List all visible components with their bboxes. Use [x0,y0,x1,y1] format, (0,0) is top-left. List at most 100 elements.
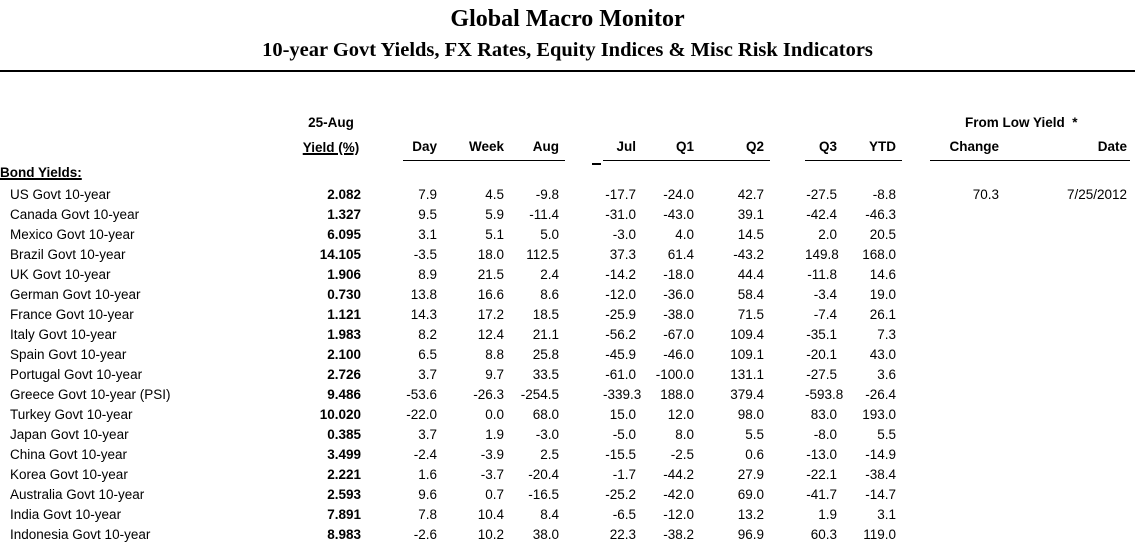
spacer-cell [565,524,603,544]
col-header-from-low-yield: From Low Yield * [965,114,1078,130]
spacer-cell [565,484,603,504]
spacer-cell [565,134,603,160]
table-row: France Govt 10-year 1.121 14.3 17.2 18.5… [0,304,1135,324]
cell-week: 18.0 [477,246,504,262]
spacer-cell [770,404,805,424]
spacer-cell [367,444,403,464]
spacer-cell [770,424,805,444]
spacer-cell [565,224,603,244]
cell-change [930,384,1005,404]
spacer-cell [1130,304,1135,324]
table-row: Canada Govt 10-year 1.327 9.5 5.9 -11.4 … [0,204,1135,224]
cell-ytd: 119.0 [863,526,896,542]
cell-ytd: 14.6 [869,266,896,282]
spacer-cell [1130,424,1135,444]
spacer-cell [902,344,930,364]
page-subtitle: 10-year Govt Yields, FX Rates, Equity In… [262,39,873,61]
cell-day: 9.6 [418,486,437,502]
col-header-jul: Jul [603,134,642,161]
cell-date [1005,464,1130,484]
cell-aug: -3.0 [535,426,559,442]
spacer-cell [1130,184,1135,204]
col-header-yield: Yield (%) [302,139,360,155]
spacer-cell [770,204,805,224]
bond-yields-table: 25-Aug From Low Yield * Yield (%) Day We… [0,110,1135,544]
spacer-cell [367,224,403,244]
cell-aug: 25.8 [532,346,559,362]
spacer-cell [902,284,930,304]
cell-week: 16.6 [477,286,504,302]
row-label: Greece Govt 10-year (PSI) [10,386,171,402]
cell-q2: 109.1 [730,346,764,362]
cell-week: 5.1 [485,226,504,242]
cell-change [930,264,1005,284]
spacer-cell [565,184,603,204]
cell-date [1005,444,1130,464]
spacer-cell [1130,134,1135,160]
cell-change [930,284,1005,304]
cell-ytd: 3.1 [877,506,896,522]
spacer-cell [770,384,805,404]
cell-aug: 18.5 [532,306,559,322]
cell-jul: -3.0 [612,226,636,242]
spacer-cell [367,110,403,134]
cell-q2: -43.2 [733,246,764,262]
cell-week: 12.4 [477,326,504,342]
cell-ytd: -26.4 [865,386,896,402]
spacer-cell [1130,204,1135,224]
cell-yield: 8.983 [327,526,361,542]
spacer-cell [367,264,403,284]
table-row: Australia Govt 10-year 2.593 9.6 0.7 -16… [0,484,1135,504]
cell-day: 8.2 [418,326,437,342]
cell-day: 1.6 [418,466,437,482]
spacer-cell [902,524,930,544]
cell-ytd: 3.6 [877,366,896,382]
cell-q1: -24.0 [663,186,694,202]
cell-yield: 2.221 [327,466,361,482]
table-row: Spain Govt 10-year 2.100 6.5 8.8 25.8 -4… [0,344,1135,364]
cell-q1: -43.0 [663,206,694,222]
spacer-cell [1130,404,1135,424]
cell-q2: 98.0 [737,406,764,422]
header-divider [0,70,1135,72]
spacer-cell [565,110,603,134]
cell-jul: 37.3 [609,246,636,262]
cell-change [930,484,1005,504]
spacer-cell [902,110,930,134]
cell-ytd: 26.1 [869,306,896,322]
cell-q2: 13.2 [737,506,764,522]
cell-ytd: -38.4 [865,466,896,482]
spacer-cell [770,224,805,244]
cell-day: -3.5 [413,246,437,262]
spacer-cell [902,244,930,264]
spacer-cell [902,224,930,244]
cell-week: 1.9 [485,426,504,442]
cell-change [930,404,1005,424]
spacer-cell [770,244,805,264]
cell-q2: 27.9 [737,466,764,482]
cell-q2: 96.9 [737,526,764,542]
cell-ytd: 5.5 [877,426,896,442]
spacer-cell [367,324,403,344]
row-label: India Govt 10-year [10,506,122,522]
spacer-cell [902,304,930,324]
row-label: US Govt 10-year [10,186,111,202]
cell-q2: 5.5 [745,426,764,442]
cell-q3: -41.7 [806,486,837,502]
cell-date [1005,264,1130,284]
spacer-cell [805,110,902,134]
cell-day: 9.5 [418,206,437,222]
cell-jul: -25.2 [605,486,636,502]
cell-jul: 15.0 [609,406,636,422]
spacer-cell [565,344,603,364]
cell-yield: 1.983 [327,326,361,342]
table-row: Korea Govt 10-year 2.221 1.6 -3.7 -20.4 … [0,464,1135,484]
cell-aug: 33.5 [532,366,559,382]
cell-jul: -6.5 [612,506,636,522]
cell-date [1005,304,1130,324]
spacer-cell [0,134,295,160]
cell-week: 17.2 [477,306,504,322]
spacer-cell [1130,244,1135,264]
cell-ytd: 193.0 [862,406,896,422]
col-header-week: Week [443,134,510,161]
